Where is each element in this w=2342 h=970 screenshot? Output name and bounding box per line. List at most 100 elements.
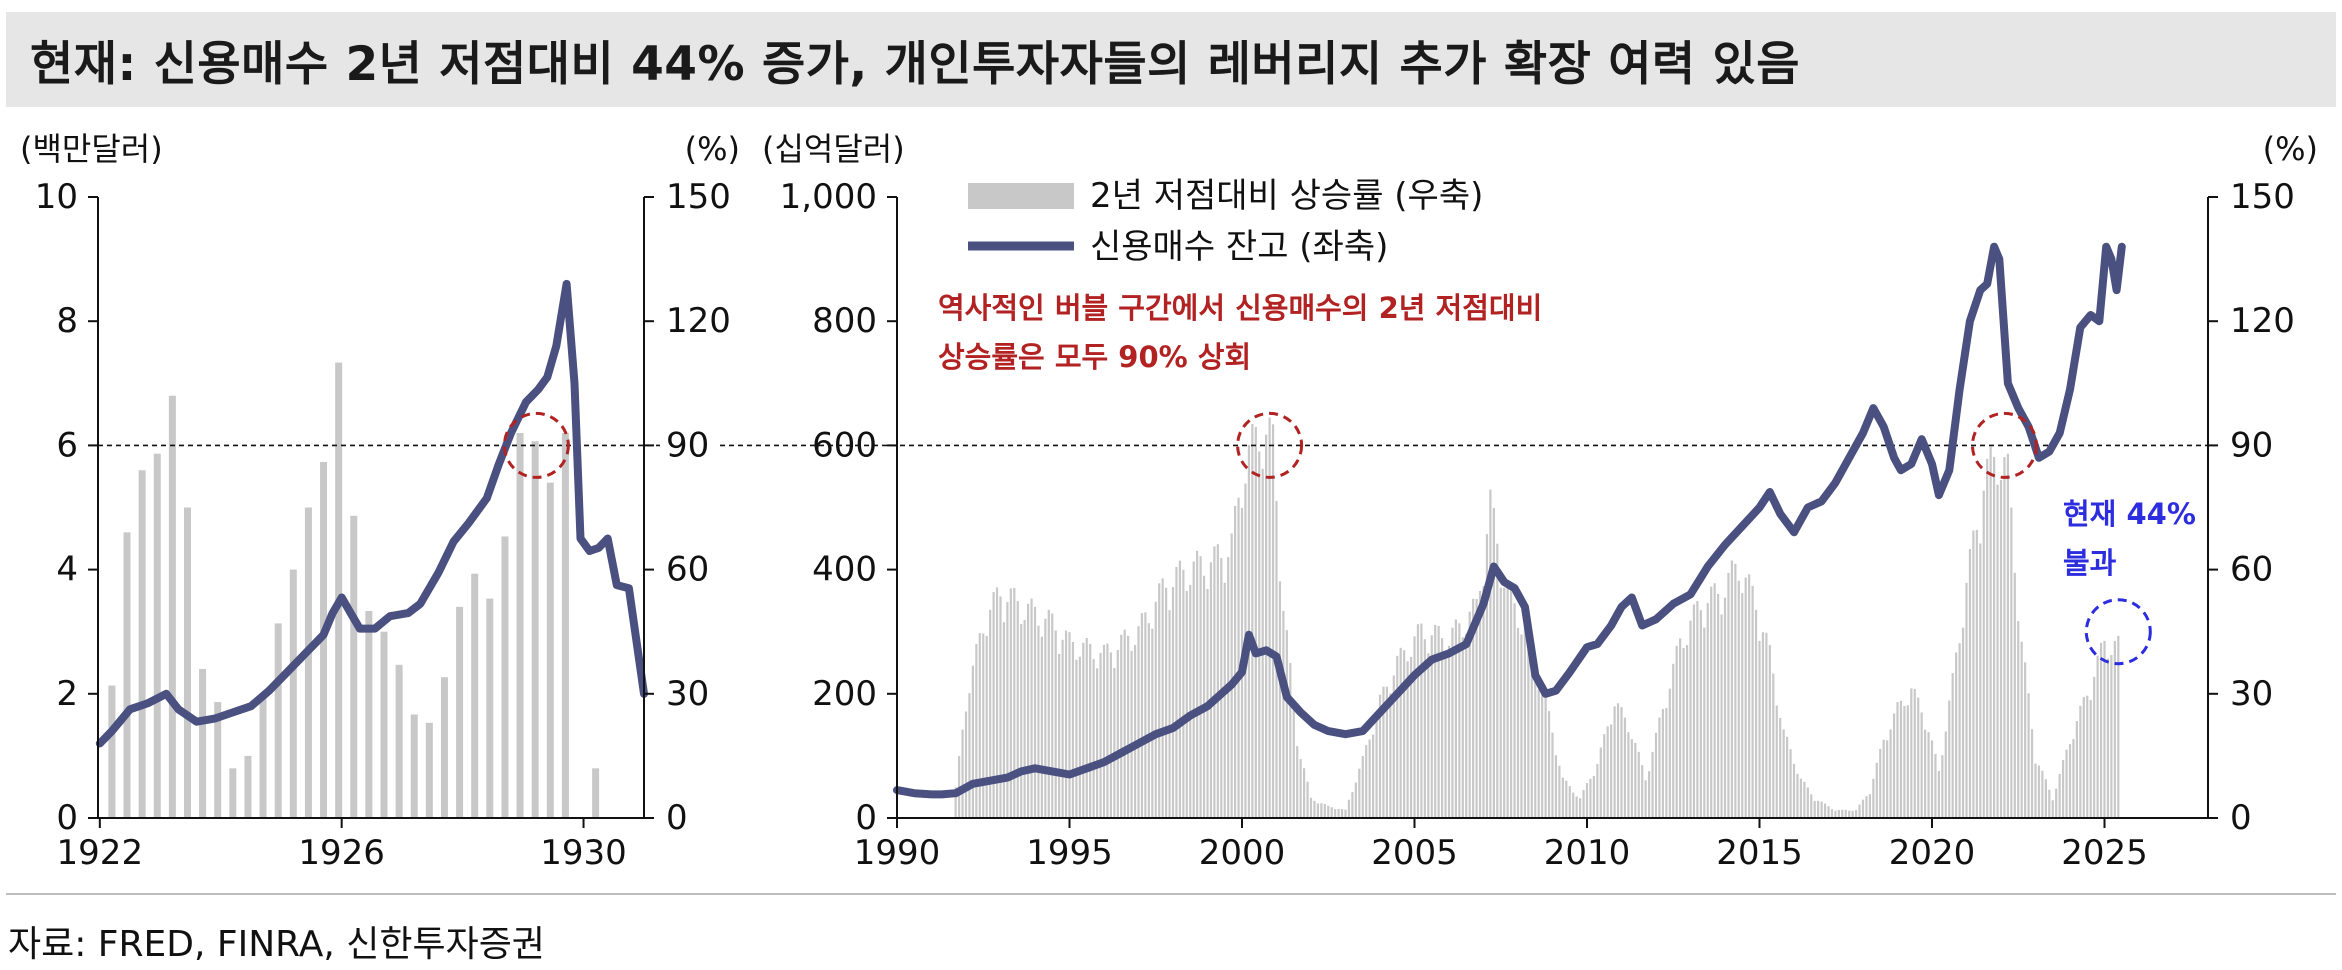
p2-bar [2099, 642, 2103, 818]
p2-bar [1237, 497, 1240, 818]
p2-bar [975, 644, 978, 818]
p1-left-tick-label: 8 [56, 301, 78, 341]
p2-bar [2051, 800, 2054, 818]
p2-bar [1413, 636, 1416, 818]
p2-bar [1030, 598, 1033, 818]
p2-bar [1761, 632, 1765, 818]
p2-bar [1033, 606, 1037, 818]
p2-right-unit-label: (%) [2263, 130, 2318, 168]
p1-right-tick-label: 90 [666, 425, 709, 465]
p2-bar [1430, 635, 1433, 818]
p2-bar [1654, 732, 1658, 818]
p2-bar [1454, 619, 1457, 818]
p2-x-tick-label: 2000 [1199, 833, 1286, 873]
p2-bar [1216, 544, 1219, 818]
p2-bar [1047, 609, 1050, 818]
p2-bar [1309, 797, 1313, 818]
p2-right-tick-label: 90 [2230, 425, 2273, 465]
p2-bar [1944, 731, 1947, 818]
p2-bar [2072, 739, 2075, 818]
p2-bar [1899, 700, 1903, 818]
p2-bar [1209, 562, 1213, 818]
p1-left-tick-label: 4 [56, 550, 78, 590]
p2-bar [1434, 624, 1437, 818]
p2-bar [1861, 799, 1865, 818]
p2-bar [1792, 763, 1796, 818]
p2-bar [1603, 734, 1606, 818]
p2-bar [1158, 583, 1161, 818]
p2-bar [1668, 688, 1671, 818]
p2-bar [1147, 623, 1150, 818]
p2-x-tick-label: 1995 [1026, 833, 1113, 873]
p2-left-tick-label: 0 [855, 798, 877, 838]
p2-bar [2075, 721, 2078, 818]
p2-bar [1154, 601, 1157, 818]
p2-bar [1330, 807, 1333, 818]
bottom-divider [6, 893, 2336, 895]
p1-x-tick-label: 1922 [57, 833, 144, 873]
legend-bar-swatch [968, 183, 1074, 209]
p2-bar [1368, 739, 1371, 818]
p2-bar [1337, 808, 1340, 818]
p2-bar [1023, 620, 1026, 818]
p2-bar [1744, 577, 1747, 818]
p1-bar [244, 755, 252, 818]
p2-x-tick-label: 2020 [1889, 833, 1976, 873]
p2-bar [1665, 708, 1668, 818]
p1-bar [153, 453, 161, 818]
p2-bar [1220, 558, 1223, 818]
p2-bar [1492, 508, 1495, 818]
p2-bar [2034, 763, 2037, 818]
p1-bar [183, 507, 191, 818]
p2-bar [999, 596, 1002, 818]
p2-bar [2006, 453, 2009, 818]
p2-bar [2110, 655, 2113, 818]
p1-bar [229, 768, 237, 818]
p2-bar [1817, 800, 1820, 818]
p2-bar [1261, 468, 1264, 818]
p2-bar [1447, 645, 1451, 818]
p2-bar [1375, 713, 1378, 818]
p2-bar [1485, 534, 1489, 818]
p2-bar [1651, 751, 1654, 818]
p2-bar [995, 587, 999, 818]
p2-bar [1585, 783, 1589, 818]
p2-bar [2055, 788, 2058, 818]
p2-bar [1123, 629, 1126, 818]
p2-bar [1703, 627, 1706, 818]
p2-bar [1175, 566, 1178, 818]
p2-bar [1423, 639, 1426, 818]
p1-bar [289, 569, 297, 818]
p2-bar [1258, 451, 1261, 818]
p2-bar [1554, 755, 1558, 818]
p2-bar [1516, 627, 1520, 818]
p1-bar [380, 631, 388, 818]
p2-bar [1930, 740, 1934, 818]
p2-bar [1689, 620, 1692, 818]
p2-bar [1282, 610, 1285, 818]
p2-bar [1303, 768, 1306, 818]
p2-bar [1868, 794, 1871, 818]
p2-bar [1313, 800, 1316, 818]
p2-bar [1803, 781, 1806, 818]
p1-right-tick-label: 30 [666, 674, 709, 714]
p2-bar [1392, 675, 1395, 818]
p2-bar [1579, 798, 1582, 818]
p2-bar [1955, 652, 1958, 818]
p2-bar [1140, 613, 1144, 818]
p2-bar [2048, 789, 2051, 818]
p1-bar [501, 536, 509, 818]
p2-bar [1551, 732, 1554, 818]
p1-bar [546, 482, 554, 818]
source-note: 자료: FRED, FINRA, 신한투자증권 [8, 924, 545, 965]
p2-bar [1568, 786, 1571, 818]
p2-bar [1565, 780, 1568, 818]
p2-bar [1223, 582, 1226, 818]
p2-bar [1075, 659, 1078, 818]
p2-bar [1403, 650, 1406, 818]
p1-left-tick-label: 10 [35, 177, 78, 217]
p2-bar [1068, 632, 1071, 818]
p2-bar [1013, 587, 1016, 818]
p2-bar [1754, 609, 1758, 818]
